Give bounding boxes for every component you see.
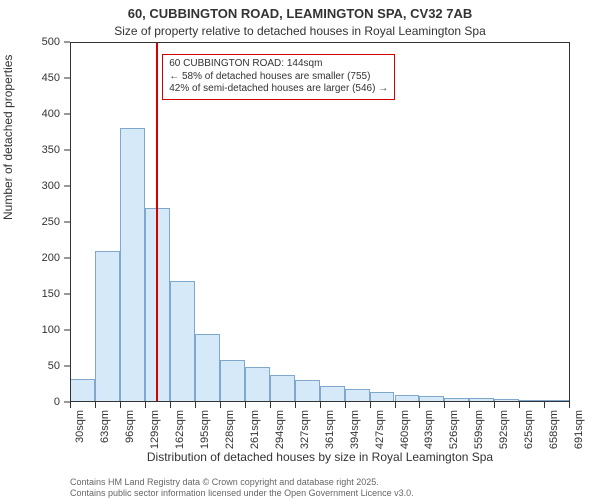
y-tick-label: 150 [42, 288, 60, 300]
x-tick-mark [245, 402, 246, 408]
x-tick-mark [519, 402, 520, 408]
x-tick-mark [145, 402, 146, 408]
y-tick-label: 300 [42, 180, 60, 192]
x-tick-mark [370, 402, 371, 408]
x-tick-mark [70, 402, 71, 408]
attribution-footer: Contains HM Land Registry data © Crown c… [70, 477, 414, 498]
plot-border [70, 42, 570, 402]
y-tick-label: 100 [42, 324, 60, 336]
x-tick-mark [320, 402, 321, 408]
x-tick-mark [395, 402, 396, 408]
y-tick-label: 200 [42, 252, 60, 264]
y-tick-label: 450 [42, 72, 60, 84]
x-tick-mark [494, 402, 495, 408]
x-tick-mark [419, 402, 420, 408]
x-tick-mark [295, 402, 296, 408]
chart-container: 60, CUBBINGTON ROAD, LEAMINGTON SPA, CV3… [0, 0, 600, 500]
plot-area: 60 CUBBINGTON ROAD: 144sqm ← 58% of deta… [70, 42, 570, 402]
x-tick-label: 691sqm [573, 410, 585, 460]
y-tick-label: 400 [42, 108, 60, 120]
footer-line-1: Contains HM Land Registry data © Crown c… [70, 477, 414, 487]
y-axis-ticks: 050100150200250300350400450500 [0, 42, 64, 402]
x-tick-mark [95, 402, 96, 408]
x-tick-mark [444, 402, 445, 408]
y-tick-label: 0 [54, 396, 60, 408]
x-tick-mark [170, 402, 171, 408]
footer-line-2: Contains public sector information licen… [70, 488, 414, 498]
page-subtitle: Size of property relative to detached ho… [0, 22, 600, 38]
y-tick-label: 500 [42, 36, 60, 48]
x-tick-mark [469, 402, 470, 408]
x-tick-mark [544, 402, 545, 408]
y-tick-label: 250 [42, 216, 60, 228]
y-tick-label: 50 [48, 360, 60, 372]
x-tick-mark [195, 402, 196, 408]
page-title: 60, CUBBINGTON ROAD, LEAMINGTON SPA, CV3… [0, 0, 600, 22]
x-tick-mark [569, 402, 570, 408]
x-tick-mark [270, 402, 271, 408]
x-tick-mark [220, 402, 221, 408]
x-tick-mark [120, 402, 121, 408]
y-tick-label: 350 [42, 144, 60, 156]
x-axis-label: Distribution of detached houses by size … [70, 450, 570, 464]
x-tick-mark [345, 402, 346, 408]
